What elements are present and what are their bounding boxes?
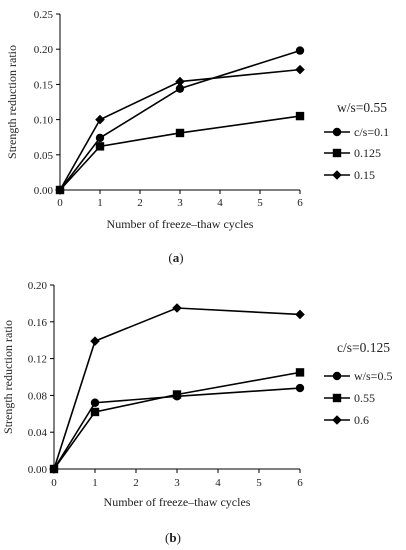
legend-label: 0.125 [354,146,381,160]
legend-title: c/s=0.125 [337,340,390,355]
legend-label: 0.15 [354,168,375,182]
chart-panel-a: 0.00 0.05 0.10 0.15 0.20 0.25 0 1 2 3 4 5 6 Number of… [5,9,389,265]
data-point [172,390,182,399]
data-point [90,398,100,407]
legend-label: 0.6 [354,413,369,427]
series-line-2 [53,371,301,470]
data-point [295,46,305,55]
data-point [295,309,305,320]
y-tick-label: 0.20 [28,280,48,292]
x-tick-label: 1 [92,477,98,489]
y-tick-label: 0.00 [34,185,54,197]
data-point [95,133,105,143]
y-tick-label: 0.00 [28,464,48,476]
legend-marker [332,148,342,158]
x-tick-label: 3 [177,197,183,209]
x-tick-label: 6 [297,197,303,209]
data-point [295,383,305,393]
x-axis-label: Number of freeze–thaw cycles [107,217,254,231]
x-tick-label: 0 [51,477,57,489]
y-tick-label: 0.25 [34,9,54,21]
y-tick-label: 0.05 [34,150,54,162]
data-point [49,464,59,474]
y-tick-label: 0.08 [28,390,48,402]
y-tick-label: 0.20 [34,44,54,56]
data-point [95,142,105,151]
panel-label: (b) [165,530,181,545]
x-tick-label: 3 [174,477,180,489]
y-tick-label: 0.16 [28,317,48,329]
data-point [90,336,100,346]
y-axis-label: Strength reduction ratio [1,320,15,434]
legend-marker [332,371,342,381]
legend-label: 0.55 [354,391,375,405]
series-line-3 [53,307,301,470]
x-tick-label: 5 [257,197,263,209]
x-axis-label: Number of freeze–thaw cycles [104,495,251,509]
series-line-3 [59,68,301,191]
legend-marker [332,170,342,180]
series-line-1 [53,387,301,470]
data-point [295,368,305,377]
legend-marker [332,127,342,137]
legend-marker [332,393,342,403]
y-tick-label: 0.10 [34,115,54,127]
x-tick-label: 4 [215,477,221,489]
x-tick-label: 5 [256,477,262,489]
data-point [175,84,185,93]
data-point [175,76,185,87]
x-tick-label: 6 [297,477,303,489]
y-tick-label: 0.15 [34,79,54,91]
data-point [175,128,185,138]
data-point [295,111,305,121]
data-point [295,64,305,75]
y-axis-label: Strength reduction ratio [5,45,19,159]
series-line-1 [59,49,301,191]
chart-panel-b: 0.00 0.04 0.08 0.12 0.16 0.20 0 1 2 3 4 5 6 Number of… [1,280,392,545]
x-tick-label: 1 [97,197,103,209]
x-tick-label: 0 [57,197,63,209]
data-point [95,114,105,125]
x-tick-label: 2 [133,477,139,489]
series-line-2 [59,115,301,191]
y-tick-label: 0.04 [28,427,48,439]
data-point [90,407,100,417]
x-tick-label: 2 [137,197,143,209]
legend-label: w/s=0.5 [354,369,392,383]
legend-label: c/s=0.1 [354,125,389,139]
data-point [172,303,182,313]
y-tick-label: 0.12 [28,354,47,366]
data-point [55,185,65,195]
x-tick-label: 4 [217,197,223,209]
panel-label: (a) [168,250,183,265]
legend-title: w/s=0.55 [337,100,387,115]
legend-marker [332,415,342,425]
